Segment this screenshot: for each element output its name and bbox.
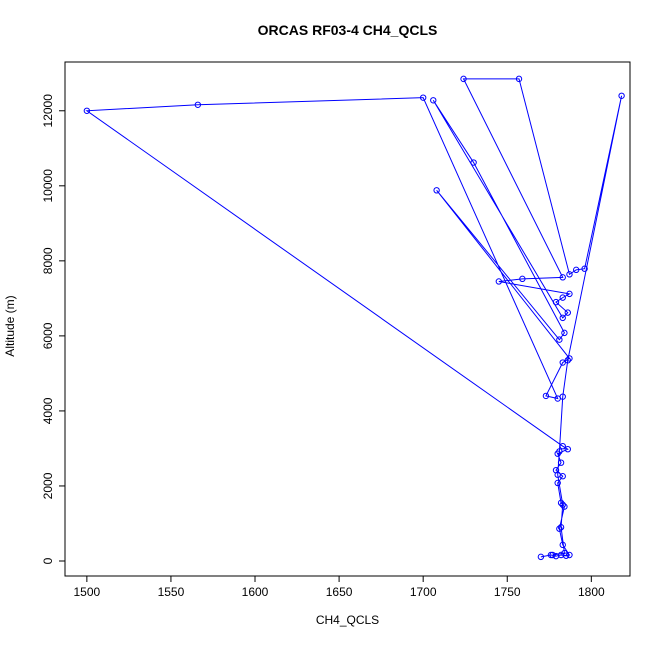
data-point: [430, 97, 437, 104]
data-point: [556, 336, 563, 343]
data-point: [419, 94, 427, 101]
data-point: [564, 445, 571, 453]
x-axis-label: CH4_QCLS: [315, 613, 380, 627]
data-point: [581, 265, 588, 272]
y-tick-label: 8000: [41, 247, 55, 274]
data-point: [559, 541, 566, 549]
data-point: [559, 294, 566, 301]
data-point: [556, 525, 563, 532]
x-tick-label: 1700: [410, 585, 437, 599]
data-point: [559, 442, 566, 450]
x-tick-label: 1750: [494, 585, 521, 599]
data-point: [557, 459, 565, 466]
data-point: [559, 314, 566, 322]
series-line: [85, 78, 623, 558]
data-point: [561, 329, 568, 337]
chart-title: ORCAS RF03-4 CH4_QCLS: [257, 22, 438, 38]
x-tick-label: 1800: [578, 585, 605, 599]
data-point: [564, 357, 571, 364]
y-tick-label: 0: [41, 557, 55, 564]
y-axis-label: Altitude (m): [3, 295, 17, 357]
data-point: [557, 524, 565, 531]
y-tick-label: 6000: [41, 322, 55, 349]
data-point: [470, 159, 477, 166]
data-point: [83, 107, 91, 114]
data-point: [559, 393, 566, 400]
data-point: [572, 266, 580, 274]
data-point: [519, 275, 526, 283]
data-point: [460, 75, 467, 83]
y-tick-label: 2000: [41, 472, 55, 499]
data-point: [554, 471, 561, 478]
data-point: [559, 274, 566, 281]
y-tick-label: 4000: [41, 397, 55, 424]
data-point: [433, 187, 440, 194]
data-point: [542, 392, 550, 400]
y-tick-label: 10000: [41, 169, 55, 203]
x-tick-label: 1650: [326, 585, 353, 599]
data-point: [537, 553, 545, 561]
data-point: [557, 499, 565, 507]
data-point: [556, 448, 563, 455]
data-point: [552, 298, 560, 306]
x-tick-label: 1500: [74, 585, 101, 599]
data-point: [566, 355, 573, 362]
x-tick-label: 1550: [158, 585, 185, 599]
data-point: [566, 290, 573, 298]
data-point: [566, 271, 573, 278]
data-point: [559, 359, 566, 366]
data-point: [618, 92, 625, 99]
data-point: [549, 551, 556, 559]
y-tick-label: 12000: [41, 94, 55, 128]
x-tick-label: 1600: [242, 585, 269, 599]
data-point: [554, 479, 561, 487]
data-point: [559, 501, 566, 508]
data-point: [515, 75, 523, 83]
plot-box: [64, 61, 631, 577]
data-point: [561, 549, 568, 557]
data-point: [564, 309, 571, 316]
data-point: [495, 278, 503, 285]
data-point: [561, 503, 568, 510]
data-point: [194, 101, 202, 108]
